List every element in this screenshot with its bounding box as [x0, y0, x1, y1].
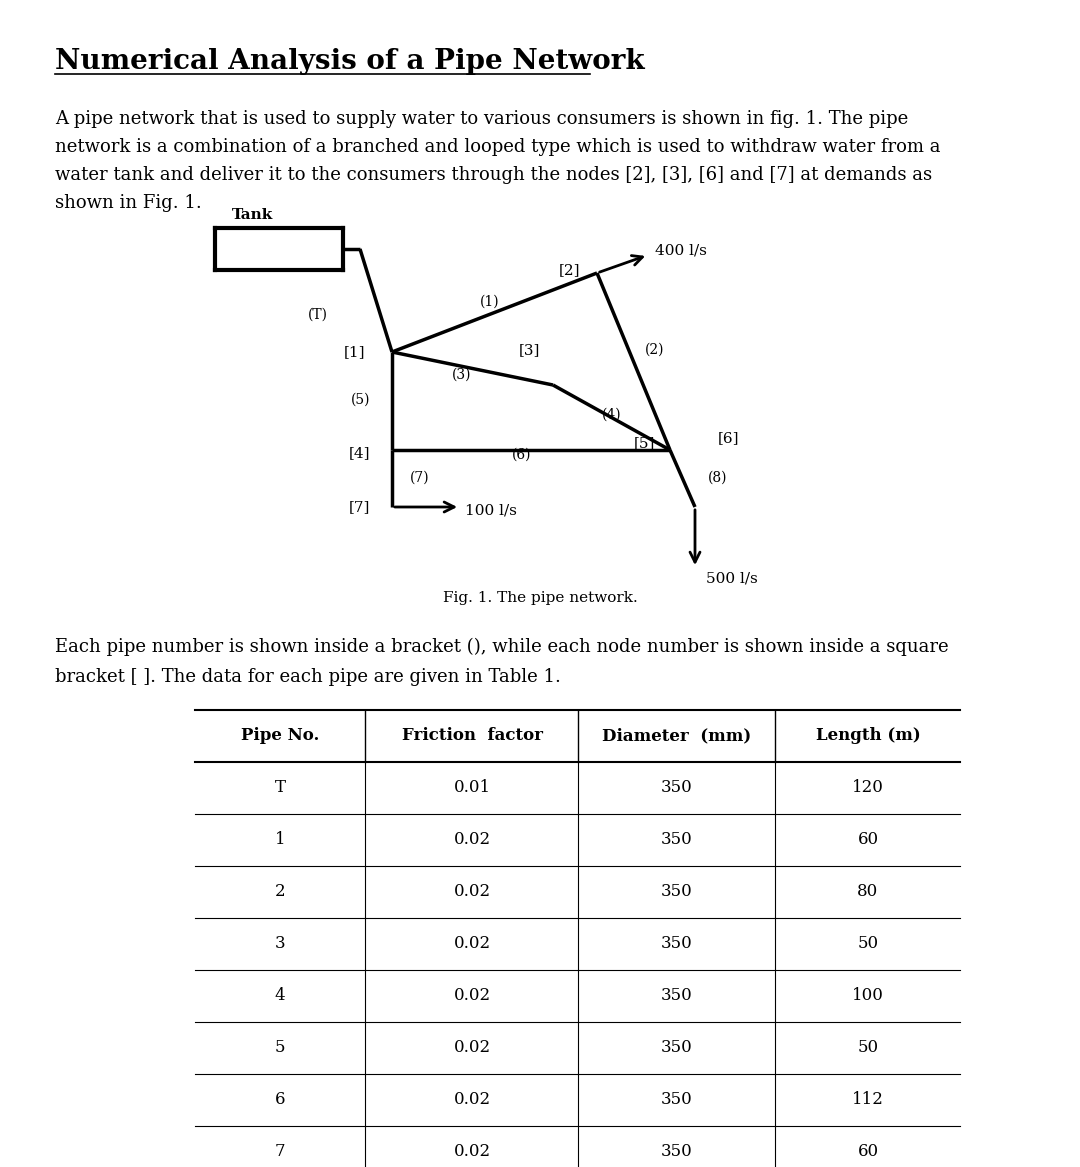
Text: Diameter  (mm): Diameter (mm) [603, 727, 752, 745]
Text: (3): (3) [453, 368, 472, 382]
Text: 7: 7 [274, 1144, 285, 1160]
Text: (8): (8) [708, 471, 728, 485]
Text: 0.02: 0.02 [454, 1091, 490, 1109]
Text: (2): (2) [645, 343, 664, 357]
Text: Fig. 1. The pipe network.: Fig. 1. The pipe network. [443, 591, 637, 605]
Text: (5): (5) [351, 393, 370, 407]
Text: 500 l/s: 500 l/s [706, 571, 758, 585]
Text: [7]: [7] [349, 499, 370, 513]
Text: 350: 350 [661, 987, 693, 1005]
Text: [4]: [4] [349, 446, 370, 460]
Text: 4: 4 [274, 987, 285, 1005]
Text: 2: 2 [274, 883, 285, 901]
Text: [1]: [1] [343, 345, 365, 359]
Text: 0.02: 0.02 [454, 832, 490, 848]
Text: 3: 3 [274, 936, 285, 952]
Text: 100 l/s: 100 l/s [465, 503, 517, 517]
Text: 0.02: 0.02 [454, 1144, 490, 1160]
Text: (T): (T) [308, 308, 328, 322]
Text: water tank and deliver it to the consumers through the nodes [2], [3], [6] and [: water tank and deliver it to the consume… [55, 166, 932, 184]
Text: [2]: [2] [558, 263, 580, 277]
Text: Pipe No.: Pipe No. [241, 727, 320, 745]
Text: 350: 350 [661, 1144, 693, 1160]
Text: [6]: [6] [718, 431, 740, 445]
Text: Friction  factor: Friction factor [402, 727, 542, 745]
Text: 112: 112 [852, 1091, 883, 1109]
Text: 120: 120 [852, 780, 883, 797]
Text: 80: 80 [858, 883, 879, 901]
Text: 1: 1 [274, 832, 285, 848]
Text: [5]: [5] [634, 436, 654, 450]
Text: 0.01: 0.01 [454, 780, 490, 797]
Text: 0.02: 0.02 [454, 883, 490, 901]
Text: 100: 100 [852, 987, 883, 1005]
Text: [3]: [3] [518, 343, 540, 357]
Text: (4): (4) [603, 408, 622, 422]
Text: 50: 50 [858, 1040, 878, 1056]
Text: 350: 350 [661, 832, 693, 848]
Text: (7): (7) [410, 471, 430, 485]
Text: 0.02: 0.02 [454, 987, 490, 1005]
Text: 6: 6 [274, 1091, 285, 1109]
Text: 350: 350 [661, 1091, 693, 1109]
Text: 60: 60 [858, 1144, 878, 1160]
Text: 60: 60 [858, 832, 878, 848]
Text: A pipe network that is used to supply water to various consumers is shown in fig: A pipe network that is used to supply wa… [55, 110, 908, 128]
Text: 350: 350 [661, 936, 693, 952]
Text: Tank: Tank [232, 208, 273, 222]
Text: 350: 350 [661, 1040, 693, 1056]
Text: (6): (6) [512, 448, 531, 462]
Text: 400 l/s: 400 l/s [654, 243, 707, 257]
Text: T: T [274, 780, 285, 797]
Text: 350: 350 [661, 883, 693, 901]
Text: 5: 5 [274, 1040, 285, 1056]
Text: network is a combination of a branched and looped type which is used to withdraw: network is a combination of a branched a… [55, 138, 941, 156]
Text: Length (m): Length (m) [815, 727, 920, 745]
Text: 0.02: 0.02 [454, 936, 490, 952]
Text: Numerical Analysis of a Pipe Network: Numerical Analysis of a Pipe Network [55, 48, 645, 75]
Text: 350: 350 [661, 780, 693, 797]
Text: Each pipe number is shown inside a bracket (), while each node number is shown i: Each pipe number is shown inside a brack… [55, 638, 948, 656]
Text: 50: 50 [858, 936, 878, 952]
Text: shown in Fig. 1.: shown in Fig. 1. [55, 194, 202, 212]
Text: 0.02: 0.02 [454, 1040, 490, 1056]
Text: bracket [ ]. The data for each pipe are given in Table 1.: bracket [ ]. The data for each pipe are … [55, 668, 561, 686]
Text: (1): (1) [481, 295, 500, 309]
